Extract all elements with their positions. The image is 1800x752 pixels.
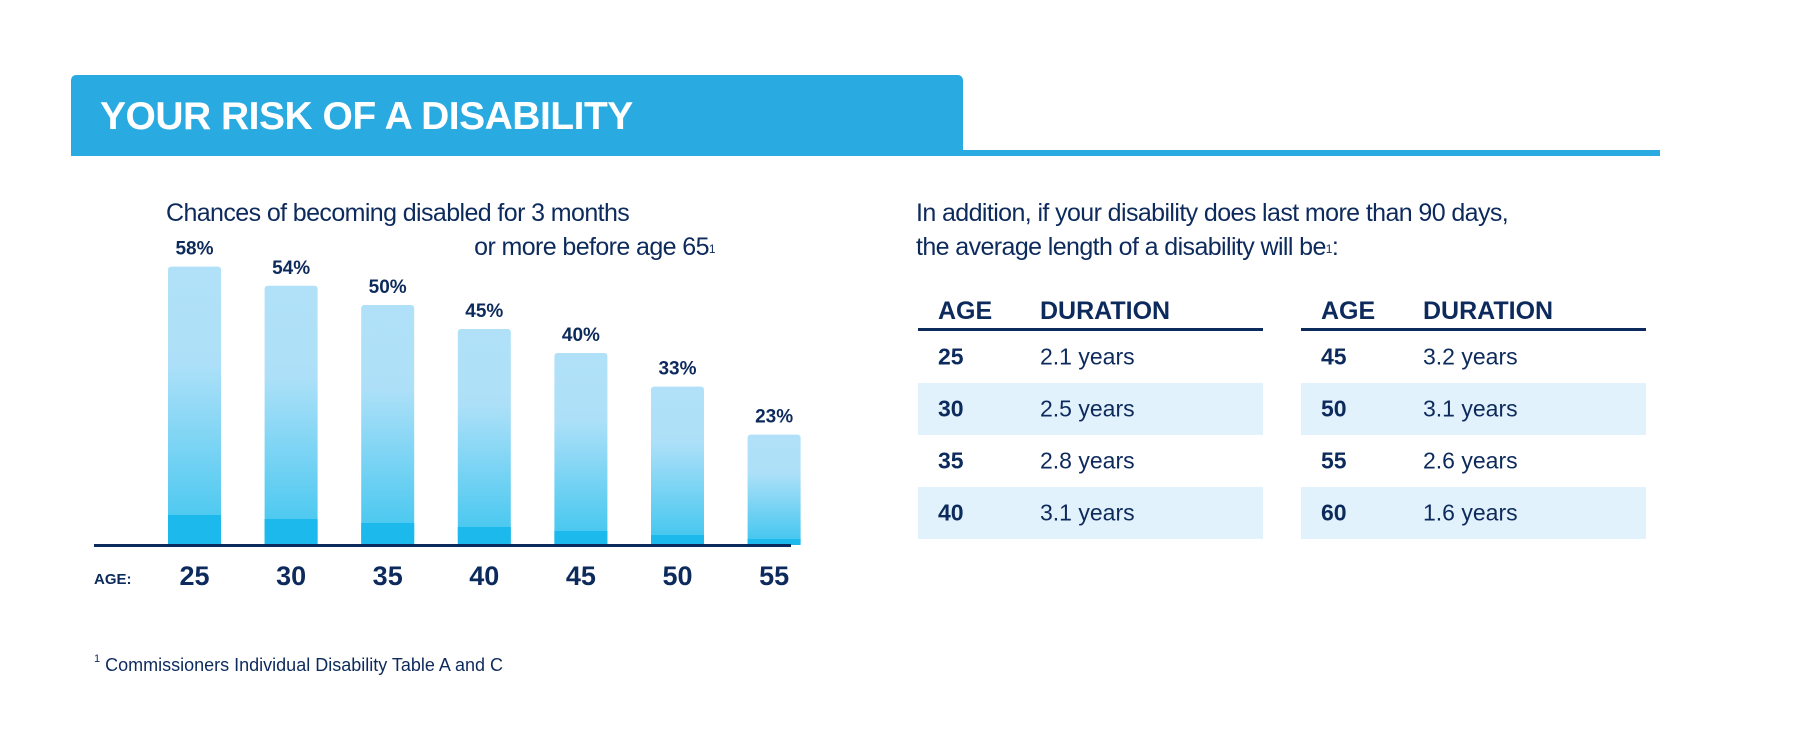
bar-base bbox=[361, 523, 415, 545]
bar bbox=[264, 285, 318, 545]
bar-value-label: 23% bbox=[755, 407, 793, 428]
table-row: 50 3.1 years bbox=[1301, 383, 1646, 435]
bar bbox=[651, 386, 704, 545]
cell-age: 25 bbox=[938, 343, 964, 370]
bar-value-label: 33% bbox=[658, 359, 696, 380]
bar-value-label: 58% bbox=[175, 239, 213, 260]
header-age: AGE bbox=[938, 297, 993, 325]
table-header: AGE DURATION bbox=[1301, 292, 1646, 331]
cell-duration: 2.5 years bbox=[1040, 395, 1135, 422]
x-tick-label: 50 bbox=[662, 561, 692, 591]
bar-value-label: 45% bbox=[465, 301, 503, 322]
header-age: AGE bbox=[1321, 297, 1376, 325]
cell-duration: 3.2 years bbox=[1423, 343, 1518, 370]
chart-title-line1: Chances of becoming disabled for 3 month… bbox=[166, 199, 630, 227]
duration-table-left: AGE DURATION 25 2.1 years 30 2.5 years 35 2… bbox=[918, 292, 1263, 539]
bar-value-label: 54% bbox=[272, 258, 310, 279]
page-title: YOUR RISK OF A DISABILITY bbox=[100, 95, 633, 138]
x-axis-line bbox=[94, 544, 791, 547]
table-row: 25 2.1 years bbox=[918, 331, 1263, 383]
cell-duration: 1.6 years bbox=[1423, 499, 1518, 526]
intro-suffix: : bbox=[1331, 233, 1339, 261]
title-banner bbox=[71, 75, 963, 155]
duration-table-right: AGE DURATION 45 3.2 years 50 3.1 years 55 2… bbox=[1301, 292, 1646, 539]
intro-footnote-mark: 1 bbox=[1325, 242, 1333, 256]
cell-age: 55 bbox=[1321, 447, 1347, 474]
table-row: 35 2.8 years bbox=[918, 435, 1263, 487]
x-tick-label: 30 bbox=[276, 561, 306, 591]
cell-age: 30 bbox=[938, 395, 964, 422]
table-row: 55 2.6 years bbox=[1301, 435, 1646, 487]
x-tick-label: 25 bbox=[179, 561, 209, 591]
bar bbox=[554, 353, 608, 545]
table-row: 60 1.6 years bbox=[1301, 487, 1646, 539]
bar bbox=[168, 266, 221, 545]
table-row: 40 3.1 years bbox=[918, 487, 1263, 539]
table-row: 30 2.5 years bbox=[918, 383, 1263, 435]
cell-duration: 2.6 years bbox=[1423, 447, 1518, 474]
chart-title: Chances of becoming disabled for 3 month… bbox=[150, 196, 716, 264]
intro-line2: the average length of a disability will … bbox=[916, 233, 1326, 261]
header-duration: DURATION bbox=[1040, 297, 1171, 325]
cell-age: 60 bbox=[1321, 499, 1347, 526]
table-row: 45 3.2 years bbox=[1301, 331, 1646, 383]
bar-base bbox=[554, 531, 608, 545]
intro-line1: In addition, if your disability does las… bbox=[916, 199, 1509, 227]
x-axis-label: AGE: bbox=[94, 571, 132, 588]
header-duration: DURATION bbox=[1423, 297, 1554, 325]
chart-title-line2: or more before age 65 bbox=[474, 233, 709, 261]
bar-value-label: 40% bbox=[562, 325, 600, 346]
bar-base bbox=[264, 519, 318, 545]
cell-age: 45 bbox=[1321, 343, 1347, 370]
cell-age: 50 bbox=[1321, 395, 1347, 422]
cell-duration: 3.1 years bbox=[1423, 395, 1518, 422]
footnote-text: Commissioners Individual Disability Tabl… bbox=[100, 655, 503, 675]
bar-base bbox=[168, 515, 221, 545]
footnote-mark: 1 bbox=[94, 653, 101, 665]
bar bbox=[457, 329, 511, 545]
bar-base bbox=[457, 527, 511, 545]
duration-intro: In addition, if your disability does las… bbox=[916, 196, 1509, 264]
bar-base bbox=[651, 535, 704, 545]
x-tick-label: 45 bbox=[566, 561, 596, 591]
cell-age: 40 bbox=[938, 499, 964, 526]
cell-duration: 3.1 years bbox=[1040, 499, 1135, 526]
table-header: AGE DURATION bbox=[918, 292, 1263, 331]
banner-underline bbox=[71, 150, 1660, 156]
cell-duration: 2.1 years bbox=[1040, 343, 1135, 370]
cell-duration: 2.8 years bbox=[1040, 447, 1135, 474]
bar-chart: 58% 25 54% 30 50% 35 45% 40 40% 45 33% 50 23% 55 AGE: bbox=[94, 239, 801, 591]
chart-title-footnote-mark: 1 bbox=[708, 242, 716, 256]
x-tick-label: 40 bbox=[469, 561, 499, 591]
bar-base bbox=[747, 539, 801, 545]
footnote: 1 Commissioners Individual Disability Ta… bbox=[94, 653, 503, 676]
bar bbox=[361, 305, 415, 545]
bar bbox=[747, 434, 801, 545]
bar-value-label: 50% bbox=[369, 277, 407, 298]
x-tick-label: 55 bbox=[759, 561, 789, 591]
x-tick-label: 35 bbox=[373, 561, 403, 591]
cell-age: 35 bbox=[938, 447, 964, 474]
